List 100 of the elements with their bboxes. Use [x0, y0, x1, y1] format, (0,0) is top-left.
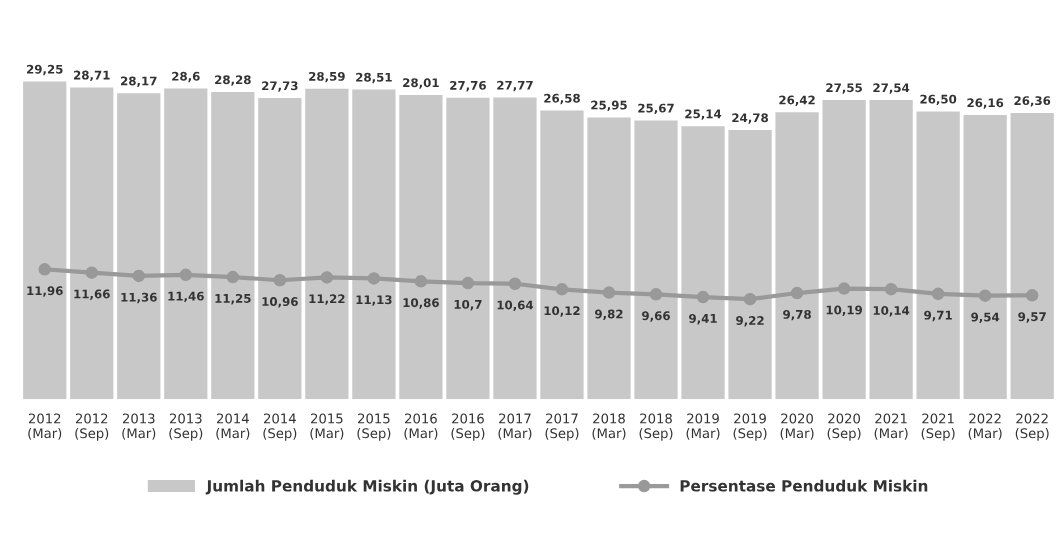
- x-tick-label: 2015 (Sep): [357, 413, 391, 441]
- bar: [211, 92, 255, 400]
- data-label: 27,54: [873, 83, 910, 94]
- x-tick-label: 2021 (Mar): [874, 413, 908, 440]
- point: [85, 266, 99, 279]
- data-label: 9,66: [642, 311, 670, 322]
- point: [1025, 289, 1039, 302]
- bar: [916, 111, 960, 400]
- point: [461, 276, 475, 290]
- data-label: 10,96: [262, 297, 298, 308]
- x-tick-label: 2013 (Mar): [122, 413, 156, 440]
- point: [273, 273, 287, 287]
- bar: [117, 93, 161, 400]
- x-tick-label: 2020 (Sep): [827, 413, 861, 441]
- point: [696, 290, 710, 304]
- bar: [258, 98, 302, 400]
- x-tick-label: 2017 (Sep): [545, 413, 579, 441]
- data-label: 28,17: [121, 76, 157, 87]
- data-label: 28,51: [356, 72, 392, 84]
- bar: [70, 87, 114, 400]
- data-label: 26,16: [967, 98, 1004, 109]
- data-label: 9,41: [689, 313, 717, 325]
- x-tick-label: 2021 (Sep): [921, 413, 955, 441]
- data-label: 27,77: [497, 80, 533, 92]
- data-label: 11,25: [215, 293, 251, 305]
- bar: [869, 100, 913, 400]
- data-label: 26,36: [1014, 96, 1051, 107]
- bar: [822, 100, 866, 400]
- data-label: 11,22: [309, 294, 345, 305]
- data-label: 25,95: [591, 100, 627, 112]
- bar: [587, 117, 631, 400]
- data-label: 11,36: [121, 292, 157, 304]
- bar: [634, 120, 678, 400]
- x-tick-label: 2016 (Mar): [404, 413, 438, 440]
- data-label: 10,19: [826, 305, 863, 316]
- data-label: 24,78: [732, 113, 768, 124]
- point: [414, 275, 428, 288]
- x-tick-label: 2018 (Mar): [592, 413, 626, 440]
- data-label: 10,86: [403, 298, 439, 309]
- x-tick-label: 2019 (Sep): [733, 413, 767, 441]
- bar: [305, 88, 349, 400]
- point: [508, 277, 522, 290]
- bar: [728, 130, 772, 400]
- data-label: 9,82: [595, 309, 623, 320]
- point: [602, 286, 616, 299]
- data-label: 27,55: [826, 83, 862, 94]
- x-tick-label: 2018 (Sep): [639, 413, 673, 441]
- x-tick-label: 2012 (Mar): [28, 413, 62, 440]
- point: [226, 270, 240, 284]
- data-label: 11,46: [168, 291, 204, 303]
- x-tick-label: 2022 (Sep): [1015, 413, 1049, 441]
- data-label: 29,25: [26, 64, 63, 76]
- x-tick-label: 2019 (Mar): [686, 413, 720, 440]
- data-label: 26,42: [779, 95, 815, 106]
- point: [38, 263, 51, 276]
- bar: [540, 110, 584, 400]
- point: [132, 269, 146, 283]
- data-label: 11,96: [27, 286, 63, 297]
- data-label: 9,54: [971, 312, 1000, 323]
- point: [320, 271, 334, 284]
- data-label: 27,76: [450, 80, 486, 92]
- data-label: 9,22: [736, 316, 764, 327]
- data-label: 11,66: [74, 289, 110, 300]
- data-label: 28,59: [309, 71, 345, 83]
- x-tick-label: 2012 (Sep): [75, 413, 109, 441]
- legend-label: Jumlah Penduduk Miskin (Juta Orang): [205, 479, 529, 495]
- bar: [23, 81, 67, 400]
- bar: [775, 112, 819, 400]
- point: [743, 292, 757, 306]
- data-label: 28,6: [172, 71, 200, 83]
- x-tick-label: 2017 (Mar): [498, 413, 532, 440]
- data-label: 9,57: [1018, 312, 1046, 323]
- point: [884, 282, 898, 296]
- x-tick-label: 2016 (Sep): [451, 413, 485, 441]
- legend-label: Persentase Penduduk Miskin: [680, 479, 928, 492]
- point: [649, 288, 663, 301]
- point: [555, 283, 569, 296]
- bar: [164, 88, 208, 400]
- data-label: 28,28: [215, 75, 251, 86]
- data-label: 26,50: [920, 94, 957, 106]
- x-tick-label: 2022 (Mar): [968, 413, 1002, 440]
- x-tick-label: 2015 (Mar): [310, 413, 344, 440]
- data-label: 10,64: [497, 300, 534, 312]
- point: [179, 268, 193, 282]
- bar: [352, 89, 396, 400]
- point: [931, 287, 945, 301]
- data-label: 25,67: [638, 103, 674, 115]
- bar: [681, 126, 725, 400]
- data-label: 26,58: [544, 93, 580, 105]
- bar: [446, 97, 490, 400]
- point: [367, 272, 381, 285]
- point: [978, 289, 992, 302]
- bar: [963, 115, 1007, 400]
- data-label: 9,78: [783, 309, 811, 321]
- data-label: 25,14: [685, 109, 722, 120]
- data-label: 28,01: [403, 78, 439, 89]
- bar: [493, 97, 537, 400]
- point: [837, 282, 851, 295]
- x-tick-label: 2013 (Sep): [169, 413, 203, 441]
- x-tick-label: 2020 (Mar): [780, 413, 814, 440]
